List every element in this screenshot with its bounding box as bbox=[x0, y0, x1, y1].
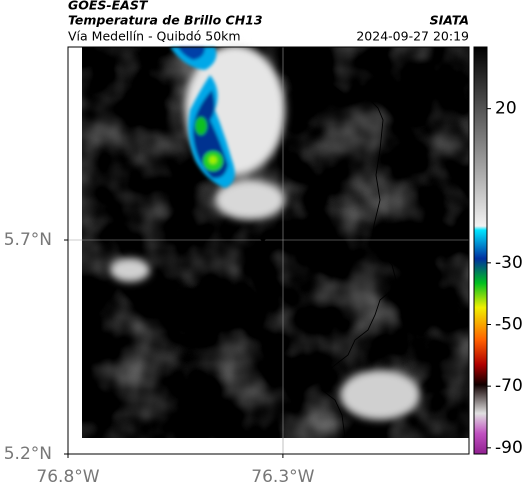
colorbar-tick-label: -70 bbox=[495, 376, 523, 396]
route-subtitle: Vía Medellín - Quibdó 50km bbox=[68, 29, 241, 44]
org-label: SIATA bbox=[430, 13, 469, 28]
satellite-image bbox=[82, 45, 469, 438]
x-tick-label: 76.3°W bbox=[251, 467, 314, 487]
location-marker: ★ bbox=[258, 233, 269, 247]
colorbar-tick-label: -30 bbox=[495, 253, 523, 273]
x-tick-label: 76.8°W bbox=[36, 467, 99, 487]
product-title: Temperatura de Brillo CH13 bbox=[68, 13, 263, 28]
y-tick-label: 5.2°N bbox=[4, 444, 52, 464]
boundaries bbox=[321, 46, 470, 439]
datetime-label: 2024-09-27 20:19 bbox=[356, 29, 469, 44]
map-frame bbox=[67, 46, 470, 455]
colorbar bbox=[473, 46, 488, 455]
colorbar-tick-label: 20 bbox=[495, 99, 517, 119]
colorbar-tick-label: -90 bbox=[495, 438, 523, 458]
colorbar-tick-label: -50 bbox=[495, 315, 523, 335]
y-tick-label: 5.7°N bbox=[4, 230, 52, 250]
satellite-title: GOES-EAST bbox=[68, 0, 149, 13]
